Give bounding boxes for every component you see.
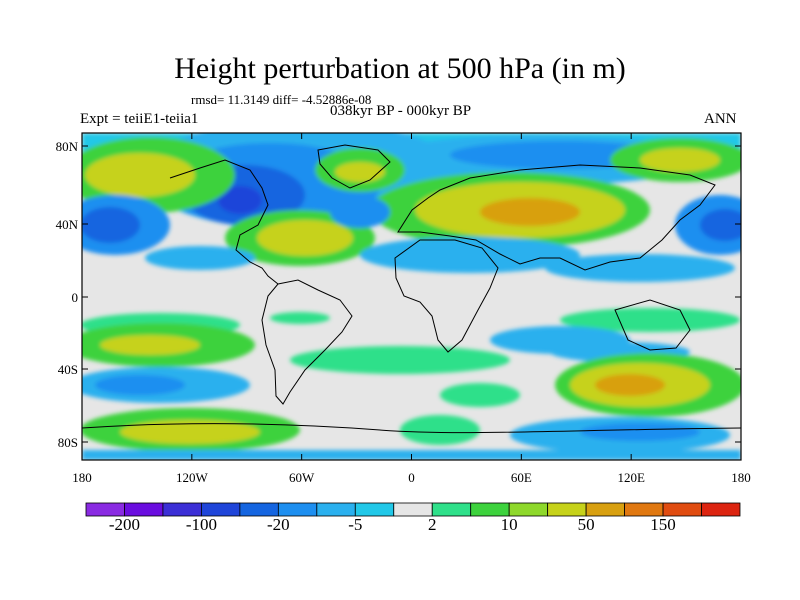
colorbar-label: 50	[577, 515, 595, 534]
stats-text: rmsd= 11.3149 diff= -4.52886e-08	[191, 92, 372, 107]
colorbar-label: -5	[348, 515, 363, 534]
lon-tick-label: 0	[408, 470, 415, 485]
lon-tick-label: 120W	[176, 470, 209, 485]
experiment-label: Expt = teiiE1-teiia1	[80, 111, 199, 127]
colorbar-label: -100	[185, 515, 217, 534]
colorbar	[85, 502, 741, 517]
lon-tick-label: 60E	[511, 470, 532, 485]
lon-tick-label: 120E	[617, 470, 645, 485]
lat-tick-label: 40N	[56, 217, 79, 232]
colorbar-label: -200	[108, 515, 141, 534]
lat-tick-label: 80S	[58, 435, 78, 450]
colorbar-label: 150	[650, 515, 676, 534]
coastlines	[82, 144, 741, 434]
lat-tick-label: 40S	[58, 362, 78, 377]
lon-tick-label: 180	[731, 470, 751, 485]
lat-tick-label: 0	[72, 290, 79, 305]
lon-tick-label: 60W	[289, 470, 315, 485]
colorbar-label: 2	[427, 515, 437, 534]
latitude-axis: 80N 40N 0 40S 80S	[56, 139, 741, 450]
season-label: ANN	[704, 111, 737, 127]
period-label: 038kyr BP - 000kyr BP	[330, 103, 472, 119]
lat-tick-label: 80N	[56, 139, 79, 154]
colorbar-box	[393, 502, 433, 517]
colorbar-label: -20	[267, 515, 290, 534]
colorbar-label: 10	[500, 515, 518, 534]
longitude-axis: 180 120W 60W 0 60E 120E 180	[72, 133, 751, 485]
colorbar-box	[431, 502, 472, 517]
map-title: Height perturbation at 500 hPa (in m)	[174, 52, 626, 85]
lon-tick-label: 180	[72, 470, 92, 485]
colorbar-box	[701, 502, 741, 517]
